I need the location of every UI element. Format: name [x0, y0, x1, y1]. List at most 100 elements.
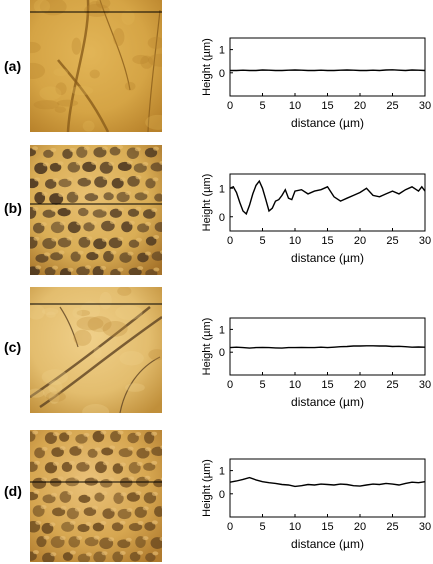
- afm-pit: [77, 207, 89, 217]
- x-tick-label: 10: [289, 100, 301, 112]
- afm-highlight: [153, 235, 160, 240]
- afm-highlight: [136, 461, 143, 466]
- afm-highlight: [159, 160, 162, 165]
- afm-highlight: [101, 207, 108, 212]
- y-tick-label: 0: [219, 489, 225, 501]
- afm-highlight: [40, 505, 47, 510]
- afm-highlight: [74, 191, 81, 196]
- afm-pit: [101, 447, 114, 456]
- afm-highlight: [119, 551, 126, 556]
- afm-pit: [94, 492, 105, 502]
- afm-pit: [62, 148, 73, 159]
- afm-texture: [148, 349, 162, 361]
- afm-highlight: [59, 221, 66, 226]
- afm-texture: [99, 291, 112, 310]
- afm-highlight: [137, 521, 144, 526]
- y-tick-label: 1: [219, 466, 225, 478]
- afm-highlight: [33, 460, 40, 465]
- x-tick-label: 20: [354, 379, 366, 391]
- afm-highlight: [117, 207, 124, 212]
- x-tick-label: 20: [354, 235, 366, 247]
- afm-pit: [112, 463, 124, 474]
- afm-highlight: [76, 535, 83, 540]
- afm-highlight: [52, 432, 59, 437]
- afm-scratch: [59, 306, 79, 348]
- afm-pit: [92, 209, 107, 218]
- x-tick-label: 25: [386, 100, 398, 112]
- afm-pit: [150, 162, 162, 172]
- afm-highlight: [33, 236, 40, 241]
- afm-highlight: [58, 192, 65, 197]
- afm-texture: [125, 383, 145, 392]
- afm-highlight: [119, 462, 126, 467]
- afm-pit: [109, 208, 123, 218]
- x-tick-label: 5: [259, 521, 265, 533]
- afm-pit: [61, 461, 73, 472]
- afm-pit: [145, 552, 156, 562]
- afm-texture: [140, 55, 154, 69]
- afm-texture: [71, 37, 82, 55]
- afm-highlight: [160, 445, 162, 450]
- afm-highlight: [57, 476, 64, 481]
- afm-pit: [143, 462, 156, 471]
- panel-label: (d): [4, 483, 22, 499]
- afm-pit: [36, 536, 47, 548]
- afm-pit: [129, 551, 141, 562]
- y-tick-label: 1: [219, 183, 225, 195]
- afm-highlight: [58, 250, 65, 255]
- afm-highlight: [135, 491, 142, 496]
- afm-highlight: [66, 431, 73, 436]
- afm-pit: [34, 447, 45, 459]
- afm-highlight: [43, 252, 50, 257]
- afm-highlight: [152, 551, 159, 556]
- afm-texture: [30, 41, 41, 54]
- afm-texture: [117, 287, 132, 296]
- afm-highlight: [66, 206, 73, 211]
- afm-highlight: [35, 520, 42, 525]
- afm-texture: [41, 307, 59, 315]
- afm-texture: [43, 386, 57, 398]
- afm-pit: [83, 222, 95, 232]
- y-axis-label: Height (µm): [201, 38, 213, 96]
- x-tick-label: 10: [289, 521, 301, 533]
- afm-image: [30, 0, 162, 132]
- afm-highlight: [135, 206, 142, 211]
- afm-texture: [102, 320, 128, 337]
- afm-scratch: [147, 9, 161, 132]
- afm-highlight: [108, 161, 115, 166]
- afm-scratch: [39, 315, 162, 409]
- afm-highlight: [67, 267, 74, 272]
- x-tick-label: 30: [419, 100, 431, 112]
- afm-pit: [78, 494, 91, 503]
- afm-highlight: [108, 537, 115, 542]
- afm-texture: [87, 316, 112, 333]
- afm-texture: [48, 391, 60, 404]
- afm-pit: [84, 193, 99, 202]
- afm-highlight: [109, 445, 116, 450]
- afm-highlight: [34, 177, 41, 182]
- afm-texture: [33, 0, 51, 14]
- afm-highlight: [84, 265, 91, 270]
- x-tick-label: 30: [419, 235, 431, 247]
- afm-highlight: [83, 432, 90, 437]
- afm-highlight: [93, 535, 100, 540]
- panel-a: (a) 0 5 10 15 20 25 30 0 1 distance (µm) Height (µ…: [0, 0, 433, 140]
- afm-texture: [80, 301, 101, 319]
- afm-highlight: [119, 177, 126, 182]
- afm-pit: [128, 239, 140, 248]
- afm-highlight: [100, 520, 107, 525]
- afm-highlight: [85, 522, 92, 527]
- plot-area: [229, 173, 426, 232]
- afm-pit: [145, 178, 156, 189]
- afm-texture: [121, 9, 135, 26]
- afm-scratch: [99, 0, 131, 91]
- x-tick-label: 5: [259, 379, 265, 391]
- afm-texture: [124, 81, 136, 91]
- afm-highlight: [135, 431, 142, 436]
- afm-highlight: [101, 551, 108, 556]
- afm-pit: [57, 207, 71, 217]
- afm-texture: [73, 329, 92, 346]
- x-tick-label: 20: [354, 100, 366, 112]
- x-tick-label: 0: [227, 521, 233, 533]
- afm-scratch: [119, 356, 161, 413]
